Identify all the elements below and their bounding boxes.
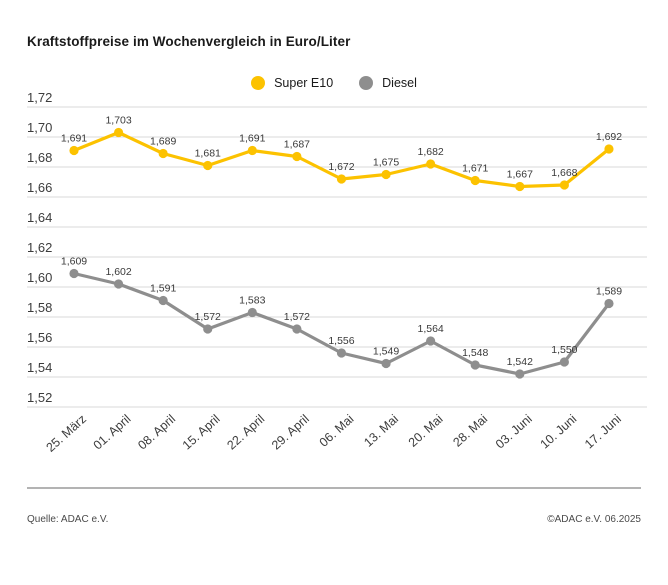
footer-divider — [27, 487, 641, 489]
data-label-super-e10: 1,691 — [239, 133, 265, 145]
data-label-super-e10: 1,692 — [596, 131, 622, 143]
data-label-diesel: 1,550 — [551, 344, 577, 356]
y-tick-label: 1,52 — [27, 390, 52, 405]
data-label-super-e10: 1,681 — [195, 148, 221, 160]
y-tick-label: 1,70 — [27, 120, 52, 135]
data-label-diesel: 1,549 — [373, 346, 399, 358]
x-tick-label: 20. Mai — [406, 412, 446, 450]
data-point-super-e10 — [158, 148, 168, 159]
data-point-diesel — [203, 324, 213, 334]
legend-item-super-e10: Super E10 — [251, 76, 333, 90]
data-label-diesel: 1,583 — [239, 295, 265, 307]
x-tick-label: 17. Juni — [582, 412, 624, 452]
data-label-super-e10: 1,672 — [328, 161, 354, 173]
data-point-super-e10 — [426, 159, 436, 169]
data-label-super-e10: 1,667 — [507, 169, 533, 181]
legend: Super E10 Diesel — [0, 76, 668, 90]
data-label-diesel: 1,591 — [150, 283, 176, 295]
data-label-diesel: 1,556 — [328, 335, 354, 347]
data-point-diesel — [292, 324, 302, 334]
data-label-super-e10: 1,687 — [284, 139, 310, 151]
data-point-diesel — [113, 279, 124, 289]
data-point-super-e10 — [336, 174, 347, 184]
y-tick-label: 1,64 — [27, 210, 52, 225]
data-label-diesel: 1,548 — [462, 347, 488, 359]
y-tick-label: 1,60 — [27, 270, 52, 285]
data-label-super-e10: 1,668 — [551, 167, 577, 179]
data-label-diesel: 1,602 — [105, 266, 131, 278]
data-point-diesel — [247, 307, 257, 318]
data-point-super-e10 — [292, 151, 302, 162]
data-label-super-e10: 1,682 — [417, 146, 443, 158]
x-tick-label: 10. Juni — [537, 412, 579, 452]
y-tick-label: 1,66 — [27, 180, 52, 195]
data-point-diesel — [559, 357, 569, 367]
y-tick-label: 1,68 — [27, 150, 52, 165]
data-label-diesel: 1,572 — [195, 311, 221, 323]
data-label-diesel: 1,609 — [61, 256, 87, 268]
y-tick-label: 1,56 — [27, 330, 52, 345]
x-tick-label: 13. Mai — [361, 412, 401, 450]
data-point-diesel — [604, 298, 614, 309]
y-tick-label: 1,72 — [27, 90, 52, 105]
x-tick-label: 25. März — [43, 412, 89, 455]
data-label-diesel: 1,542 — [507, 356, 533, 368]
legend-label-diesel: Diesel — [382, 76, 417, 90]
data-point-diesel — [381, 358, 391, 369]
super-e10-dot-icon — [251, 76, 266, 90]
data-label-super-e10: 1,689 — [150, 136, 176, 148]
y-tick-label: 1,54 — [27, 360, 52, 375]
chart-title: Kraftstoffpreise im Wochenvergleich in E… — [27, 34, 351, 49]
data-label-diesel: 1,589 — [596, 286, 622, 298]
data-point-diesel — [515, 369, 525, 379]
data-label-diesel: 1,572 — [284, 311, 310, 323]
data-label-super-e10: 1,691 — [61, 133, 87, 145]
x-tick-label: 15. April — [180, 412, 223, 453]
data-point-super-e10 — [515, 181, 525, 192]
x-tick-label: 06. Mai — [317, 412, 357, 450]
x-tick-label: 28. Mai — [450, 412, 490, 450]
data-point-diesel — [158, 295, 168, 306]
data-point-super-e10 — [247, 145, 257, 156]
data-point-super-e10 — [559, 180, 569, 190]
data-point-super-e10 — [69, 145, 79, 156]
diesel-dot-icon — [359, 76, 374, 90]
data-point-super-e10 — [470, 175, 480, 186]
data-point-super-e10 — [203, 160, 213, 171]
data-point-diesel — [470, 360, 480, 370]
y-tick-label: 1,62 — [27, 240, 52, 255]
y-tick-label: 1,58 — [27, 300, 52, 315]
x-tick-label: 08. April — [135, 412, 178, 453]
x-tick-label: 03. Juni — [493, 412, 535, 452]
x-tick-label: 22. April — [224, 412, 267, 453]
source-note: Quelle: ADAC e.V. — [27, 514, 109, 525]
data-point-diesel — [336, 348, 347, 358]
data-label-super-e10: 1,671 — [462, 163, 488, 175]
legend-label-super-e10: Super E10 — [274, 76, 334, 90]
data-point-super-e10 — [381, 169, 391, 180]
data-point-super-e10 — [604, 144, 614, 154]
x-tick-label: 01. April — [91, 412, 134, 453]
data-label-diesel: 1,564 — [417, 323, 443, 335]
x-tick-label: 29. April — [269, 412, 312, 453]
legend-item-diesel: Diesel — [359, 76, 417, 90]
copyright-note: ©ADAC e.V. 06.2025 — [547, 514, 641, 525]
data-point-diesel — [426, 336, 436, 346]
data-point-diesel — [69, 268, 79, 279]
data-point-super-e10 — [113, 127, 124, 138]
data-label-super-e10: 1,703 — [105, 115, 131, 127]
data-label-super-e10: 1,675 — [373, 157, 399, 169]
